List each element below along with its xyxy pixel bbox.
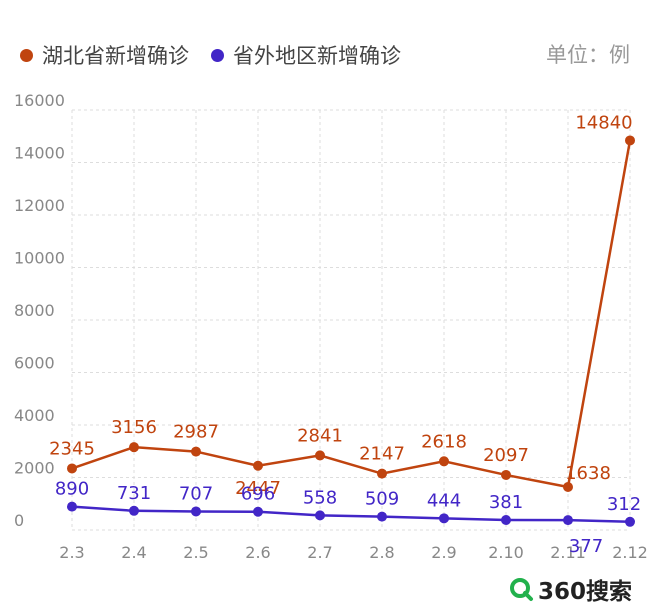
brand-logo: 360搜索: [508, 573, 632, 605]
data-point-hubei[interactable]: [439, 456, 449, 467]
data-point-outside[interactable]: [315, 510, 325, 521]
data-label-outside: 381: [489, 492, 523, 513]
legend: 湖北省新增确诊 省外地区新增确诊: [20, 40, 423, 70]
x-tick-label: 2.9: [431, 543, 456, 562]
legend-item-outside[interactable]: 省外地区新增确诊: [211, 40, 401, 70]
data-point-outside[interactable]: [67, 501, 77, 512]
data-point-hubei[interactable]: [377, 468, 387, 479]
data-label-outside: 377: [569, 536, 603, 557]
data-label-outside: 312: [607, 494, 641, 515]
legend-label-outside: 省外地区新增确诊: [233, 44, 401, 68]
data-label-hubei: 2147: [359, 444, 405, 465]
data-label-hubei: 14840: [575, 112, 632, 133]
data-point-outside[interactable]: [625, 516, 635, 527]
data-label-outside: 707: [179, 483, 213, 504]
unit-label: 单位：例: [546, 43, 630, 67]
y-tick-label: 6000: [14, 354, 55, 373]
data-label-hubei: 1638: [565, 463, 611, 484]
y-tick-label: 14000: [14, 144, 65, 163]
data-labels: 2345 3156 2987 2447 2841 2147 2618 2097 1638 1484…: [49, 112, 641, 557]
data-point-outside[interactable]: [129, 505, 139, 516]
data-point-outside[interactable]: [563, 515, 573, 526]
data-label-outside: 696: [241, 484, 275, 505]
data-point-outside[interactable]: [191, 506, 201, 517]
data-point-outside[interactable]: [377, 511, 387, 522]
data-label-hubei: 2987: [173, 422, 219, 443]
y-tick-label: 0: [14, 511, 24, 530]
data-point-hubei[interactable]: [67, 463, 77, 474]
series-line-outside: [71, 505, 631, 524]
data-label-hubei: 3156: [111, 417, 157, 438]
data-point-hubei[interactable]: [563, 482, 573, 493]
data-point-outside[interactable]: [253, 506, 263, 517]
x-tick-label: 2.6: [245, 543, 270, 562]
data-label-hubei: 2841: [297, 425, 343, 446]
y-tick-label: 2000: [14, 459, 55, 478]
data-label-outside: 731: [117, 483, 151, 504]
axis-labels: 0 2000 4000 6000 8000 10000 12000 14000 16000 2.3…: [14, 91, 648, 562]
grid-lines: [71, 109, 631, 531]
series-lines: [67, 135, 635, 527]
x-tick-label: 2.7: [307, 543, 332, 562]
x-tick-label: 2.12: [612, 543, 648, 562]
x-tick-label: 2.11: [550, 543, 586, 562]
x-tick-label: 2.8: [369, 543, 394, 562]
data-label-hubei: 2447: [235, 478, 281, 499]
legend-label-hubei: 湖北省新增确诊: [42, 44, 189, 68]
y-tick-label: 16000: [14, 91, 65, 110]
data-point-hubei[interactable]: [253, 460, 263, 471]
data-point-outside[interactable]: [439, 513, 449, 524]
x-tick-label: 2.4: [121, 543, 146, 562]
legend-marker-hubei: [20, 48, 33, 62]
x-tick-label: 2.10: [488, 543, 524, 562]
y-tick-label: 4000: [14, 406, 55, 425]
data-point-hubei[interactable]: [129, 442, 139, 453]
legend-item-hubei[interactable]: 湖北省新增确诊: [20, 40, 189, 70]
data-label-outside: 509: [365, 489, 399, 510]
series-line-hubei: [71, 140, 632, 489]
search-logo-icon: [509, 578, 533, 601]
legend-marker-outside: [211, 48, 224, 62]
x-tick-label: 2.5: [183, 543, 208, 562]
y-tick-label: 8000: [14, 301, 55, 320]
brand-text: 360搜索: [537, 579, 632, 605]
data-label-hubei: 2618: [421, 431, 467, 452]
data-label-outside: 890: [55, 479, 89, 500]
data-point-hubei[interactable]: [625, 135, 635, 146]
data-point-hubei[interactable]: [315, 450, 325, 461]
data-point-hubei[interactable]: [191, 446, 201, 457]
y-tick-label: 10000: [14, 249, 65, 268]
data-label-outside: 558: [303, 487, 337, 508]
y-tick-label: 12000: [14, 196, 65, 215]
data-label-outside: 444: [427, 490, 461, 511]
data-label-hubei: 2097: [483, 445, 529, 466]
data-label-hubei: 2345: [49, 438, 95, 459]
data-point-hubei[interactable]: [501, 469, 511, 480]
data-point-outside[interactable]: [501, 514, 511, 525]
x-tick-label: 2.3: [59, 543, 84, 562]
